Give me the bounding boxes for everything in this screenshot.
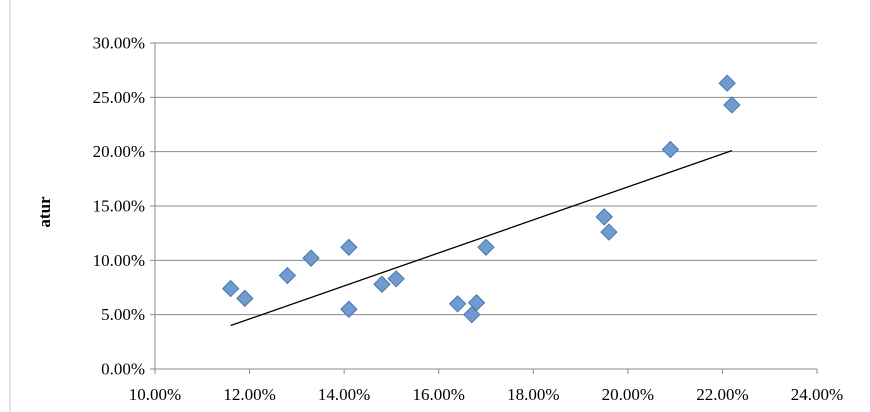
data-point <box>600 223 618 241</box>
y-tick-label: 25.00% <box>93 88 145 107</box>
data-point <box>340 300 358 318</box>
y-tick-label: 20.00% <box>93 142 145 161</box>
data-point <box>236 289 254 308</box>
data-points <box>221 74 741 324</box>
x-tick-label: 10.00% <box>129 385 181 404</box>
data-point <box>595 208 613 226</box>
data-point <box>467 294 486 312</box>
data-point <box>448 295 467 313</box>
data-point <box>723 96 741 114</box>
data-point <box>661 140 680 159</box>
x-tick-labels: 10.00% 12.00% 14.00% 16.00% 18.00% 20.00% 22.0… <box>129 385 843 404</box>
data-point <box>718 74 736 92</box>
data-point <box>302 249 320 267</box>
y-tick-label: 15.00% <box>93 197 145 216</box>
y-tick-labels: 0.00% 5.00% 10.00% 15.00% 20.00% 25.00% 30.00% <box>93 34 145 379</box>
y-tick-label: 10.00% <box>93 251 145 270</box>
data-point <box>340 238 358 257</box>
x-tick-label: 12.00% <box>223 385 275 404</box>
y-tick-label: 30.00% <box>93 34 145 53</box>
data-point <box>278 266 297 285</box>
trendline <box>230 149 733 327</box>
x-tick-label: 18.00% <box>507 385 559 404</box>
x-tick-label: 20.00% <box>602 385 654 404</box>
x-tick-label: 22.00% <box>696 385 748 404</box>
y-axis-label: atur <box>35 196 54 228</box>
data-point <box>221 279 240 298</box>
x-tick-label: 14.00% <box>318 385 370 404</box>
y-tick-label: 0.00% <box>101 360 145 379</box>
data-point <box>387 270 405 288</box>
data-point <box>477 238 495 257</box>
x-tick-label: 16.00% <box>413 385 465 404</box>
data-point <box>373 275 391 293</box>
y-tick-label: 5.00% <box>101 305 145 324</box>
gridlines <box>155 42 817 316</box>
axes <box>150 42 818 374</box>
trendline-group <box>230 149 733 327</box>
x-tick-label: 24.00% <box>791 385 843 404</box>
